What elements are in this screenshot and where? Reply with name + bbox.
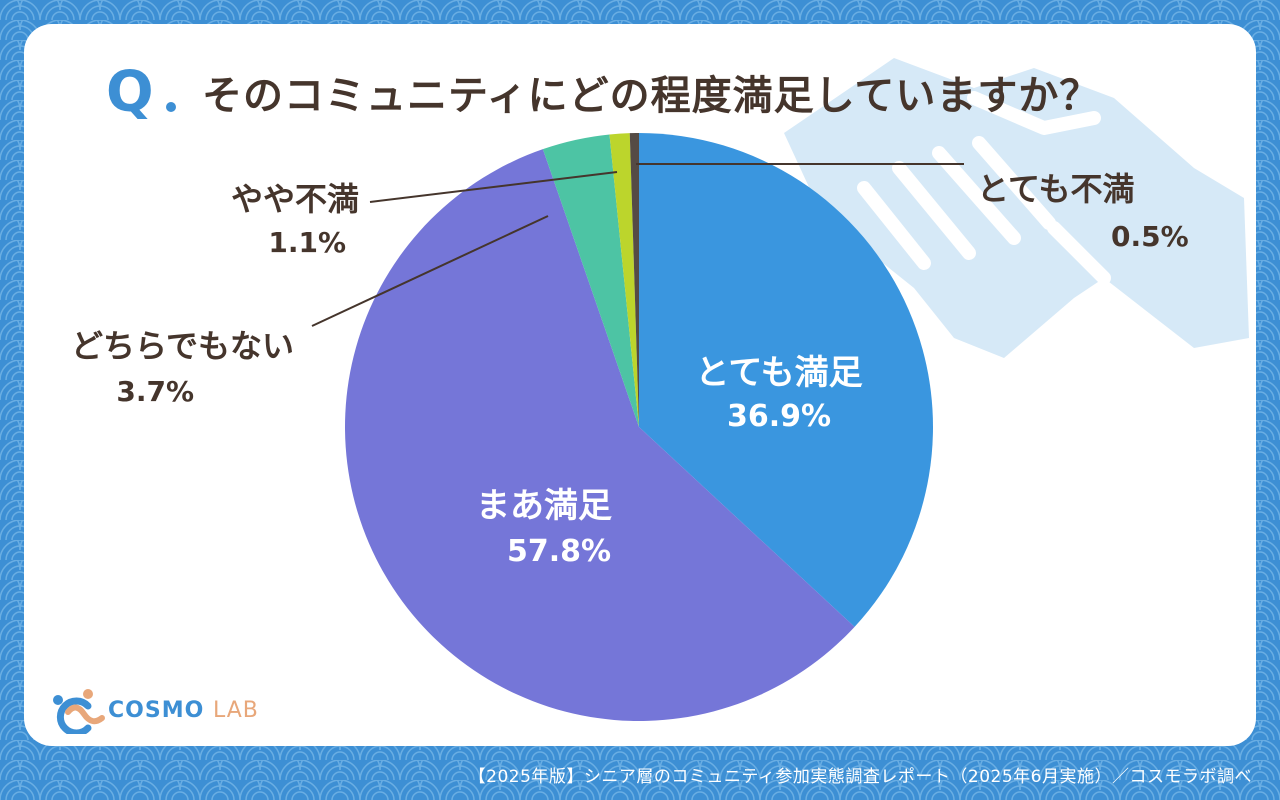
cosmo-lab-logo (53, 689, 105, 734)
logo-wordmark: COSMO LAB (108, 698, 259, 723)
satisfaction-pie-chart: とても満足 36.9% まあ満足 57.8% どちらでもない 3.7% やや不満 1.1% とて… (71, 133, 1189, 721)
slice-4-value-label: 1.1% (268, 226, 346, 259)
slice-5-label: とても不満 (977, 170, 1134, 208)
slice-1-value-label: 36.9% (727, 399, 831, 434)
slice-3-wedge (542, 134, 639, 427)
question-title: そのコミュニティにどの程度満足していますか？ (202, 73, 1101, 119)
slice-5-value-label: 0.5% (1111, 220, 1189, 253)
slice-4-leader-line (369, 171, 618, 203)
slice-4-label: やや不満 (231, 180, 359, 218)
slice-4-wedge (609, 133, 639, 427)
slice-1-label: とても満足 (695, 353, 862, 393)
question-dot (166, 102, 176, 112)
question-mark-letter: Q (106, 60, 154, 125)
slice-5-wedge (629, 133, 639, 427)
logo-name: COSMO (108, 698, 205, 723)
slice-2-wedge (345, 149, 855, 721)
handshake-icon (784, 58, 1249, 358)
source-footnote: 【2025年版】シニア層のコミュニティ参加実態調査レポート（2025年6月実施）… (468, 767, 1252, 787)
slice-3-value-label: 3.7% (116, 375, 194, 408)
slice-3-leader-line (311, 215, 549, 327)
slice-3-label: どちらでもない (71, 327, 294, 365)
logo-suffix: LAB (212, 698, 259, 723)
slice-1-wedge (639, 133, 933, 627)
slice-2-value-label: 57.8% (507, 534, 611, 569)
content-card: Q そのコミュニティにどの程度満足していますか？ とても満足 36.9% まあ満足 5… (24, 24, 1256, 746)
slice-2-label: まあ満足 (476, 486, 612, 526)
